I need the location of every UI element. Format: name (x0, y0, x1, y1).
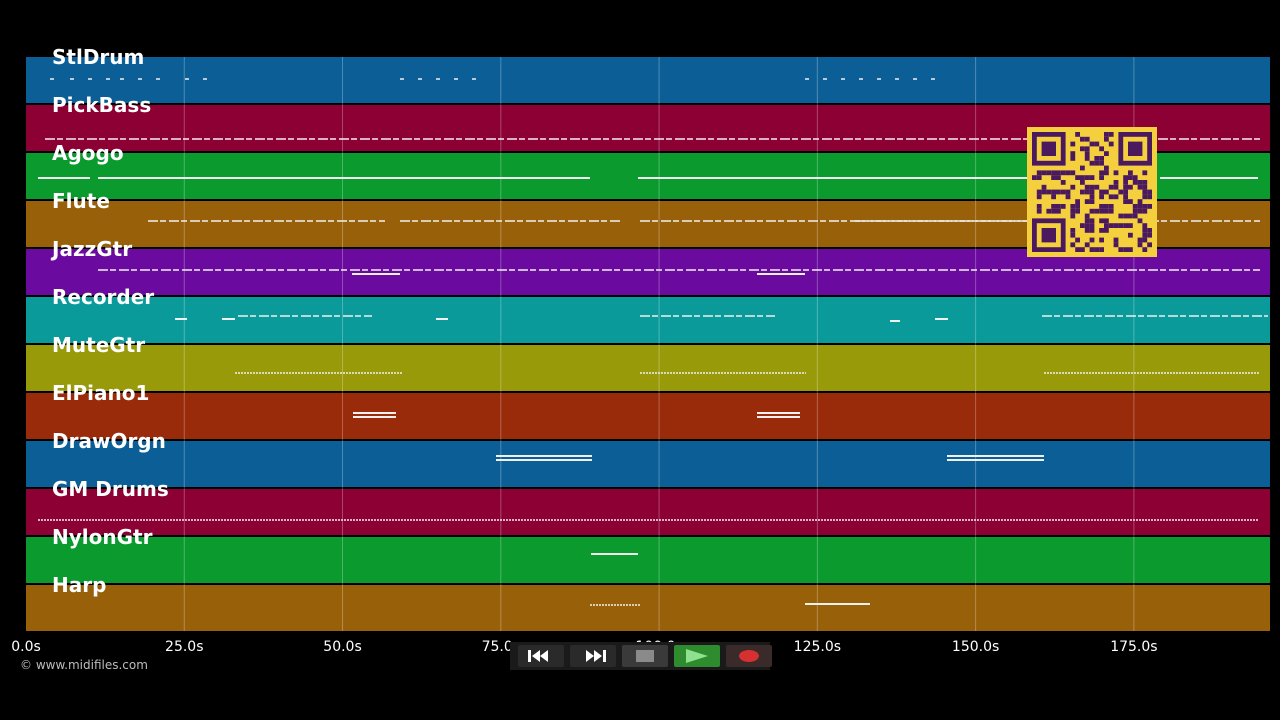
transport-bar (510, 642, 772, 670)
record-button[interactable] (726, 645, 772, 667)
rewind-icon (528, 650, 548, 662)
track-label: Agogo (52, 141, 124, 165)
qr-pattern (1032, 132, 1152, 252)
track-band (26, 537, 1270, 583)
play-icon (686, 649, 708, 663)
time-tick-label: 50.0s (323, 639, 362, 655)
play-button[interactable] (674, 645, 720, 667)
fast-forward-icon (586, 650, 606, 662)
track-band (26, 441, 1270, 487)
track-label: Recorder (52, 285, 155, 309)
track-band (26, 57, 1270, 103)
track-label: Harp (52, 573, 107, 597)
track-band (26, 489, 1270, 535)
copyright-text: © www.midifiles.com (20, 658, 148, 672)
track-label: Flute (52, 189, 110, 213)
track-band (26, 345, 1270, 391)
time-tick-label: 150.0s (951, 639, 1000, 655)
record-icon (739, 650, 759, 662)
time-tick-label: 25.0s (165, 639, 204, 655)
rewind-button[interactable] (518, 645, 564, 667)
track-label: GM Drums (52, 477, 169, 501)
time-tick-label: 125.0s (793, 639, 842, 655)
qr-code (1027, 127, 1157, 257)
stop-button[interactable] (622, 645, 668, 667)
stop-icon (636, 650, 654, 662)
track-label: PickBass (52, 93, 152, 117)
track-label: MuteGtr (52, 333, 146, 357)
track-band (26, 393, 1270, 439)
track-label: JazzGtr (52, 237, 133, 261)
track-label: NylonGtr (52, 525, 153, 549)
fast-forward-button[interactable] (570, 645, 616, 667)
track-band (26, 585, 1270, 631)
track-label: ElPiano1 (52, 381, 150, 405)
track-label: StlDrum (52, 45, 145, 69)
track-band (26, 297, 1270, 343)
time-tick-label: 175.0s (1110, 639, 1158, 655)
track-label: DrawOrgn (52, 429, 166, 453)
time-tick-label: 0.0s (11, 639, 41, 655)
